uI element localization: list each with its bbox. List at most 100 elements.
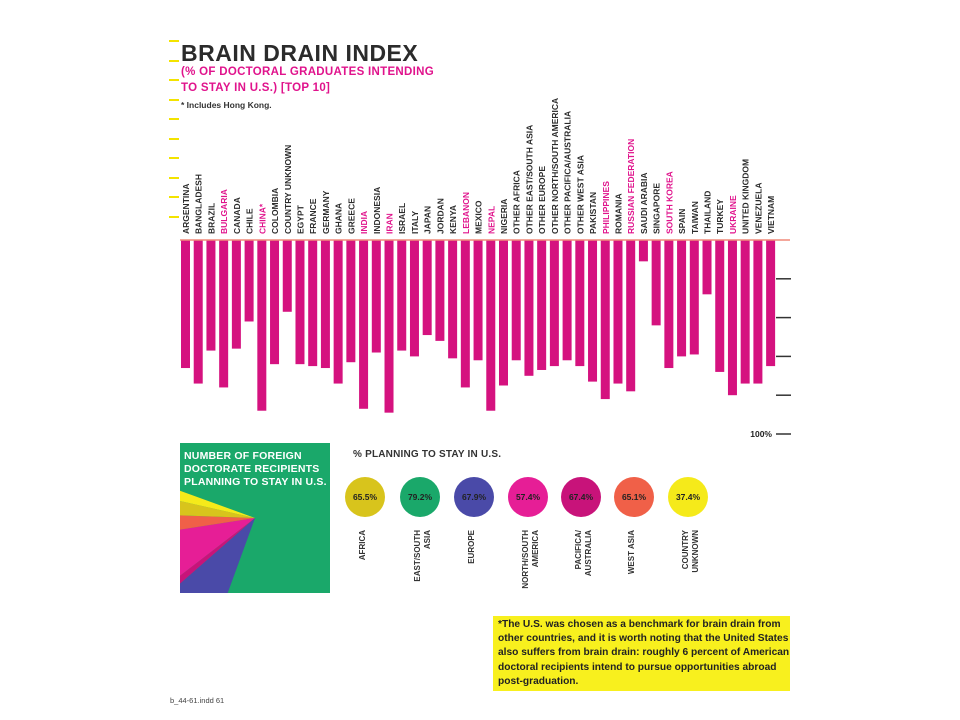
category-label: SPAIN [677, 209, 687, 234]
category-label: THAILAND [703, 191, 713, 234]
pie-panel [180, 443, 330, 593]
bar [588, 240, 598, 382]
category-label: KENYA [448, 205, 458, 234]
decorative-tick [169, 118, 179, 120]
category-label: IRAN [385, 213, 395, 234]
category-label: SOUTH KOREA [664, 171, 674, 234]
bar [638, 240, 648, 262]
decorative-tick [169, 215, 179, 218]
category-label: FRANCE [308, 198, 318, 234]
bar [715, 240, 725, 372]
page-label: b_44-61.indd 61 [170, 696, 225, 705]
decorative-tick [169, 98, 179, 101]
bar [257, 240, 267, 411]
pie-slice [180, 515, 255, 530]
category-label: VIETNAM [766, 196, 776, 234]
bar [206, 240, 216, 351]
category-label: TURKEY [715, 199, 725, 234]
category-label: BANGLADESH [194, 174, 204, 234]
bar [282, 240, 292, 312]
region-bubble: 65.1% [614, 477, 654, 517]
category-label: OTHER WEST ASIA [575, 155, 585, 234]
category-label: CHINA* [257, 203, 267, 234]
decorative-tick [169, 196, 179, 198]
bar [537, 240, 547, 370]
bar [575, 240, 585, 367]
category-label: NIGERIA [499, 199, 509, 234]
category-label: PHILIPPINES [601, 181, 611, 234]
decorative-tick [169, 176, 179, 179]
category-label: GREECE [346, 198, 356, 234]
footnote: * Includes Hong Kong. [181, 100, 272, 110]
bar [766, 240, 776, 367]
bar [460, 240, 470, 388]
category-label: OTHER EAST/SOUTH ASIA [524, 125, 534, 234]
bar [689, 240, 699, 355]
category-label: INDIA [359, 211, 369, 234]
bar [753, 240, 763, 384]
y-tick-label: 100% [750, 429, 772, 439]
region-bubble: 37.4% [668, 477, 708, 517]
bar [409, 240, 419, 357]
category-label: BULGARIA [219, 189, 229, 234]
bar [333, 240, 343, 384]
category-label: CHILE [245, 208, 255, 234]
category-label: OTHER AFRICA [512, 170, 522, 234]
bar [231, 240, 241, 349]
bar [511, 240, 521, 361]
category-label: INDONESIA [372, 187, 382, 234]
bar [600, 240, 610, 400]
chart-title: BRAIN DRAIN INDEX [181, 40, 419, 66]
category-label: ARGENTINA [181, 183, 191, 234]
bar [308, 240, 318, 367]
bar [499, 240, 508, 386]
category-label: VENEZUELA [753, 183, 763, 234]
benchmark-note: *The U.S. was chosen as a benchmark for … [493, 616, 790, 691]
category-label: JAPAN [423, 206, 433, 234]
pie-chart [180, 443, 330, 593]
region-bubble: 65.5% [345, 477, 385, 517]
pie-title: NUMBER OF FOREIGN DOCTORATE RECIPIENTS P… [184, 450, 327, 488]
bar [270, 240, 280, 365]
brain-drain-bar-chart: ARGENTINA BANGLADESH BRAZIL BULGARIA CANADA C… [180, 98, 791, 439]
bar [346, 240, 356, 363]
region-bubble: 67.9% [454, 477, 494, 517]
category-label: COLOMBIA [270, 188, 280, 234]
category-label: EGYPT [295, 204, 305, 234]
bar [677, 240, 687, 357]
category-label: OTHER NORTH/SOUTH AMERICA [550, 98, 560, 234]
category-label: SAUDI ARABIA [639, 172, 649, 234]
category-label: GERMANY [321, 190, 331, 234]
bar [448, 240, 458, 359]
pie-slice [180, 500, 255, 518]
chart-subtitle: (% OF DOCTORAL GRADUATES INTENDING TO ST… [181, 66, 434, 94]
bar [384, 240, 394, 413]
category-label: OTHER PACIFICA/AUSTRALIA [563, 111, 573, 234]
category-label: UNITED KINGDOM [741, 159, 751, 234]
bar [244, 240, 254, 322]
category-label: ITALY [410, 211, 420, 234]
bar [664, 240, 674, 369]
bar [295, 240, 305, 365]
bar [193, 240, 203, 384]
bar [320, 240, 330, 369]
category-label: MEXICO [474, 200, 484, 234]
bar [397, 240, 407, 351]
category-label: PAKISTAN [588, 192, 598, 234]
decorative-tick [169, 79, 179, 81]
decorative-tick [169, 157, 179, 159]
bar [422, 240, 432, 336]
region-bubble: 79.2% [400, 477, 440, 517]
region-label: COUNTRY UNKNOWN [681, 530, 700, 573]
pie-slice [180, 518, 255, 576]
category-label: ROMANIA [613, 193, 623, 234]
planning-title: % PLANNING TO STAY IN U.S. [353, 449, 502, 460]
category-label: BRAZIL [206, 203, 216, 234]
bar [613, 240, 623, 384]
region-label: AFRICA [358, 530, 367, 561]
bar [727, 240, 737, 396]
category-label: TAIWAN [690, 201, 700, 234]
bar [651, 240, 661, 326]
bar [626, 240, 636, 392]
category-label: LEBANON [461, 192, 471, 234]
